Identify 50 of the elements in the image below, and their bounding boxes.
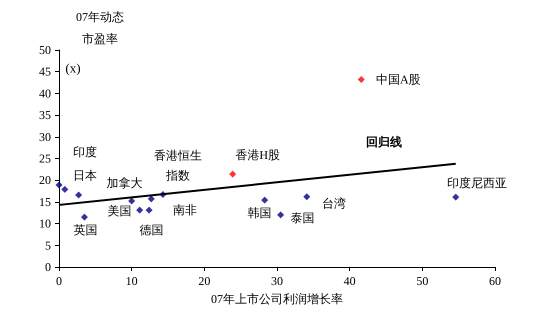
annotation: 台湾: [322, 196, 346, 211]
y-tick-label: 0: [45, 260, 51, 274]
annotation: 印度: [73, 144, 97, 159]
point: [128, 198, 136, 205]
point: [75, 191, 82, 198]
annotation: 回归线: [366, 135, 402, 149]
point: [136, 206, 144, 214]
annotation: (x): [65, 60, 81, 76]
point: [80, 214, 88, 221]
y-tick-label: 25: [39, 152, 51, 166]
point: [358, 76, 365, 84]
x-axis-title: 07年上市公司利润增长率: [211, 292, 343, 306]
point: [452, 194, 460, 201]
point: [277, 211, 284, 218]
y-tick-label: 5: [45, 238, 51, 252]
annotation: 香港H股: [235, 148, 280, 162]
point: [229, 170, 236, 178]
x-tick-label: 30: [271, 274, 283, 288]
point: [56, 181, 62, 188]
point: [61, 186, 68, 193]
y-tick-label: 50: [39, 43, 51, 57]
y-tick-label: 45: [39, 64, 51, 79]
annotation: 加拿大: [106, 176, 142, 190]
y-tick-label: 15: [39, 194, 51, 209]
annotation: 南非: [173, 203, 198, 218]
annotation: 日本: [72, 168, 97, 182]
point: [261, 196, 268, 204]
y-tick-label: 10: [39, 216, 51, 231]
y-tick-label: 35: [39, 108, 51, 122]
annotation: 美国: [108, 204, 132, 218]
y-tick-label: 40: [39, 86, 51, 100]
annotation: 泰国: [290, 210, 315, 225]
annotation: 印度尼西亚: [446, 176, 507, 190]
y-axis-title: 07年动态市盈率: [76, 10, 124, 46]
annotation: 德国: [140, 223, 164, 238]
annotation: 英国: [73, 223, 98, 238]
x-tick-label: 50: [416, 274, 428, 288]
annotation: 韩国: [248, 206, 272, 220]
point: [146, 206, 153, 214]
x-tick-label: 10: [126, 274, 138, 288]
annotation: 中国A股: [376, 72, 421, 87]
annotation: 香港恒生指数: [154, 148, 202, 183]
point: [303, 193, 310, 200]
x-tick-label: 0: [56, 274, 62, 288]
x-tick-label: 20: [198, 274, 210, 288]
point: [148, 195, 155, 202]
y-tick-label: 20: [39, 173, 51, 188]
x-tick-label: 60: [489, 274, 501, 288]
x-tick-label: 40: [344, 274, 356, 288]
y-tick-label: 30: [39, 130, 51, 144]
